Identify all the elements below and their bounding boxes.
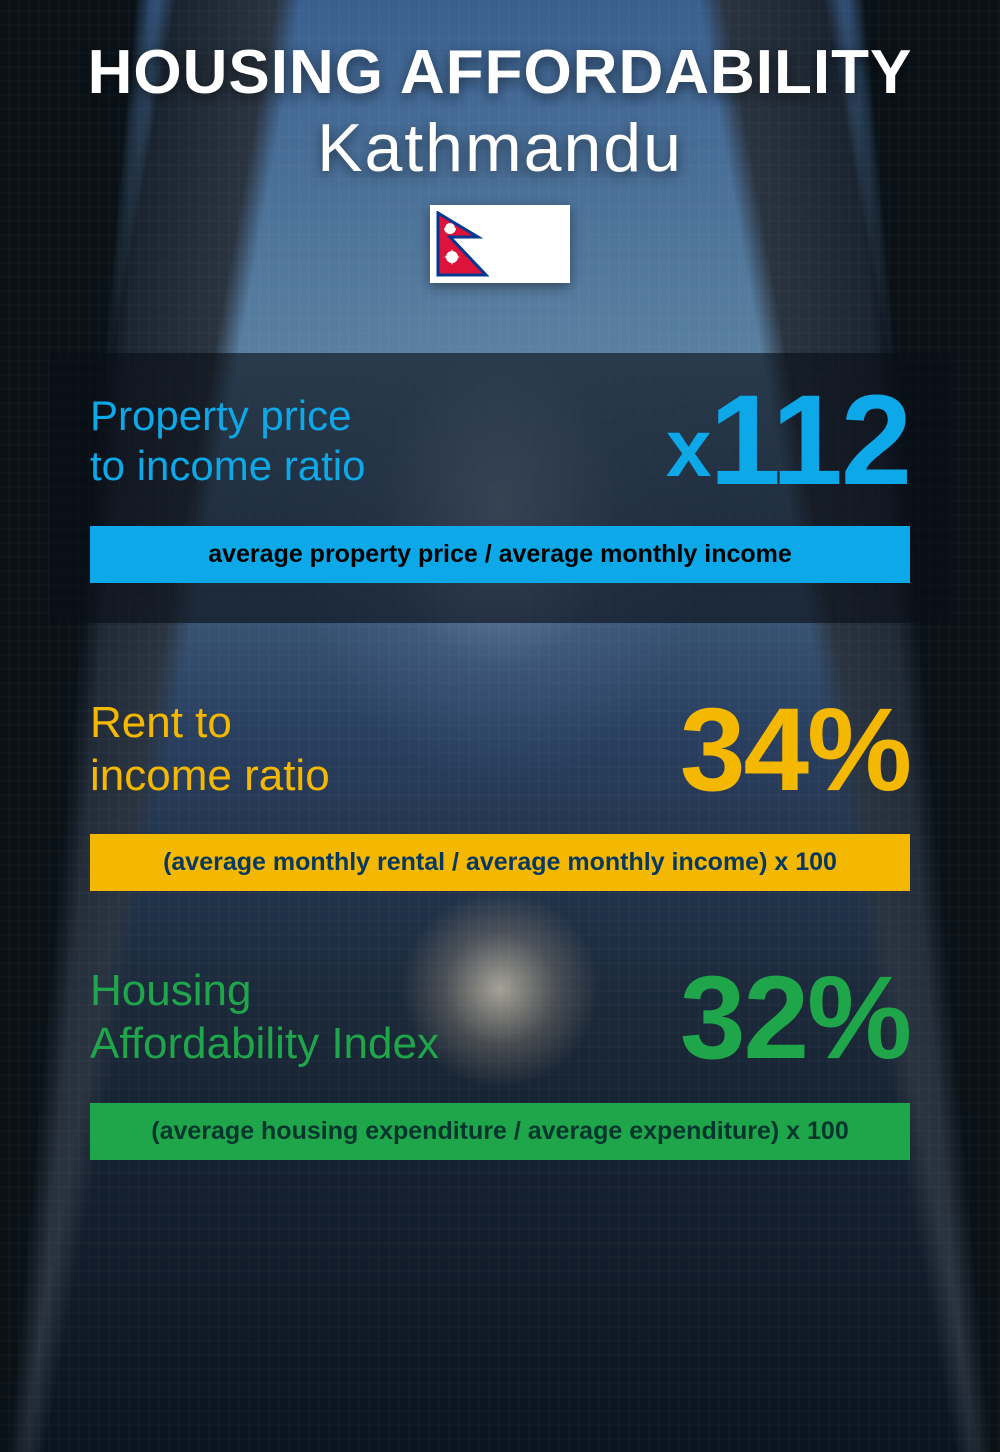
formula-bar-property-price: average property price / average monthly… [90,526,910,583]
metric-value-number: 34% [680,684,910,816]
metric-row: Property price to income ratio x112 [90,387,910,496]
metric-label-line2: income ratio [90,751,330,800]
metric-label-rent-income: Rent to income ratio [90,697,330,803]
metric-row: Rent to income ratio 34% [90,697,910,803]
metric-value-property-price: x112 [666,387,910,496]
metric-block-rent-income: Rent to income ratio 34% [50,663,950,813]
metric-block-affordability-index: Housing Affordability Index 32% [50,931,950,1081]
metric-row: Housing Affordability Index 32% [90,965,910,1071]
metric-label-line1: Rent to [90,698,232,747]
metric-value-rent-income: 34% [680,700,910,800]
formula-bar-affordability-index: (average housing expenditure / average e… [90,1103,910,1160]
metric-value-number: 32% [680,952,910,1084]
content-container: HOUSING AFFORDABILITY Kathmandu Property… [0,0,1000,1452]
metric-label-line1: Property price [90,392,351,439]
metric-label-line2: Affordability Index [90,1019,439,1068]
metric-label-affordability-index: Housing Affordability Index [90,965,439,1071]
metric-label-line2: to income ratio [90,442,365,489]
flag-nepal [430,205,570,283]
title-main: HOUSING AFFORDABILITY [50,40,950,105]
metric-label-property-price: Property price to income ratio [90,391,365,492]
flag-nepal-svg [436,211,492,277]
metric-label-line1: Housing [90,966,251,1015]
metric-value-prefix: x [666,403,710,494]
formula-bar-rent-income: (average monthly rental / average monthl… [90,834,910,891]
metric-value-affordability-index: 32% [680,968,910,1068]
page-title: HOUSING AFFORDABILITY Kathmandu [50,40,950,283]
title-city: Kathmandu [50,109,950,187]
metric-value-number: 112 [710,369,911,512]
metric-card-property-price: Property price to income ratio x112 aver… [50,353,950,623]
